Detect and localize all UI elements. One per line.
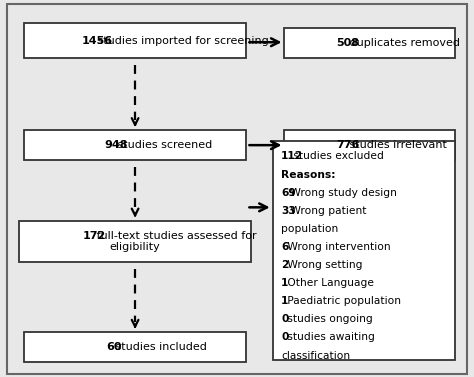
Text: 948: 948 <box>104 140 128 150</box>
FancyBboxPatch shape <box>19 221 251 262</box>
Text: studies included: studies included <box>112 342 207 352</box>
Text: Wrong study design: Wrong study design <box>287 188 397 198</box>
Text: 69: 69 <box>281 188 296 198</box>
Text: studies awaiting: studies awaiting <box>284 333 375 342</box>
Text: Wrong patient: Wrong patient <box>287 206 367 216</box>
FancyBboxPatch shape <box>284 130 455 160</box>
Text: Other Language: Other Language <box>284 278 374 288</box>
Text: 776: 776 <box>336 140 359 150</box>
Text: 60: 60 <box>106 342 121 352</box>
Text: 112: 112 <box>281 152 303 161</box>
FancyBboxPatch shape <box>273 141 455 360</box>
Text: 1456: 1456 <box>82 35 113 46</box>
Text: studies excluded: studies excluded <box>291 152 384 161</box>
Text: Reasons:: Reasons: <box>281 170 336 179</box>
Text: studies imported for screening: studies imported for screening <box>94 35 269 46</box>
Text: full-text studies assessed for: full-text studies assessed for <box>93 231 256 241</box>
Text: population: population <box>281 224 338 234</box>
Text: Wrong intervention: Wrong intervention <box>284 242 391 252</box>
Text: 1: 1 <box>281 296 289 306</box>
Text: studies irrelevant: studies irrelevant <box>346 140 447 150</box>
FancyBboxPatch shape <box>24 23 246 58</box>
FancyBboxPatch shape <box>24 130 246 160</box>
Text: Paediatric population: Paediatric population <box>284 296 401 306</box>
Text: 508: 508 <box>336 38 359 48</box>
Text: 0: 0 <box>281 333 289 342</box>
Text: 172: 172 <box>83 231 106 241</box>
Text: classification: classification <box>281 351 350 360</box>
Text: duplicates removed: duplicates removed <box>346 38 460 48</box>
FancyBboxPatch shape <box>24 332 246 362</box>
Text: 2: 2 <box>281 260 289 270</box>
Text: studies ongoing: studies ongoing <box>284 314 373 324</box>
Text: 0: 0 <box>281 314 289 324</box>
Text: 1: 1 <box>281 278 289 288</box>
Text: eligibility: eligibility <box>109 242 161 252</box>
Text: 6: 6 <box>281 242 289 252</box>
Text: 33: 33 <box>281 206 296 216</box>
FancyBboxPatch shape <box>284 28 455 58</box>
Text: studies screened: studies screened <box>114 140 212 150</box>
Text: Wrong setting: Wrong setting <box>284 260 363 270</box>
